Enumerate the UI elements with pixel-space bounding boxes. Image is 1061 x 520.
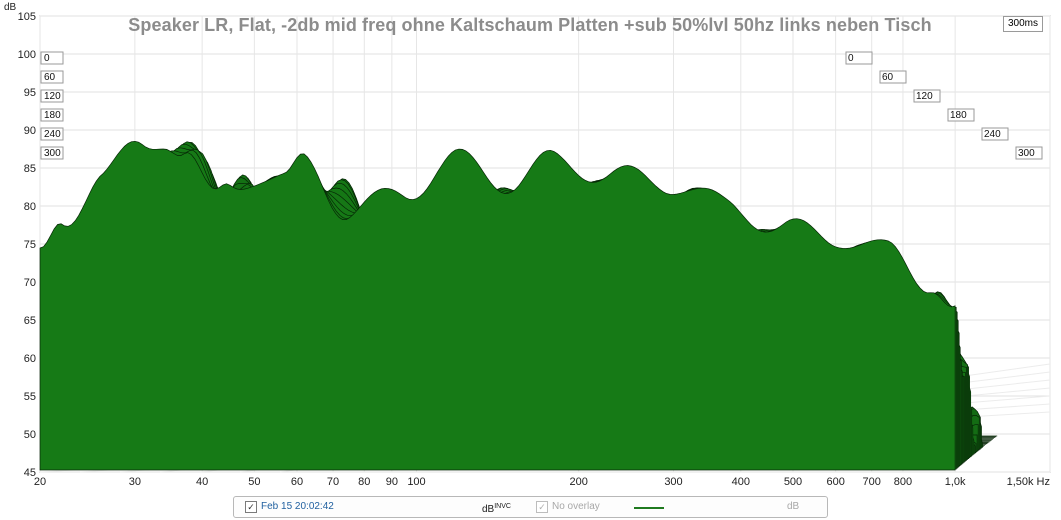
- y-axis-unit: dB: [4, 2, 17, 13]
- time-axis-labels: 0 0 60 60 120 120 180 180 240 240 300 300: [40, 51, 1043, 160]
- y-tick-label: 85: [24, 163, 36, 175]
- time-label-right: 60: [882, 72, 894, 83]
- trace-unit-super: INVC: [494, 503, 511, 510]
- x-tick-label: 800: [894, 476, 912, 488]
- time-label-right-box: [913, 89, 941, 103]
- time-label-right: 0: [848, 53, 854, 64]
- time-label-left-box: [40, 70, 64, 84]
- x-tick-label: 80: [358, 476, 370, 488]
- time-label-right: 240: [984, 129, 1001, 140]
- trace-unit: dBINVC: [482, 501, 511, 516]
- x-tick-label: 1,0k: [945, 476, 966, 488]
- time-label-left: 300: [44, 148, 61, 159]
- y-tick-label: 105: [18, 11, 36, 23]
- time-label-left: 60: [44, 72, 56, 83]
- y-tick-label: 55: [24, 391, 36, 403]
- trace-unit-main: dB: [482, 504, 495, 515]
- overlay-label: No overlay: [552, 501, 600, 512]
- x-tick-label: 50: [248, 476, 260, 488]
- trace-color-swatch: [634, 507, 664, 509]
- y-tick-label: 75: [24, 239, 36, 251]
- time-label-right-box: [947, 108, 975, 122]
- chart-title: Speaker LR, Flat, -2db mid freq ohne Kal…: [128, 15, 932, 35]
- waterfall-slice: [39, 140, 956, 471]
- x-tick-label: 40: [196, 476, 208, 488]
- time-label-left: 240: [44, 129, 61, 140]
- axis-labels: 45 50 55 60 65 70 75 80 85 90 95 100 105 20 30 40 50 60 70…: [4, 2, 1050, 488]
- time-label-right-box: [981, 127, 1009, 141]
- overlay-unit: dB: [787, 501, 800, 512]
- x-tick-label: 500: [784, 476, 802, 488]
- time-label-left-box: [40, 89, 64, 103]
- time-label-left-box: [40, 127, 64, 141]
- x-tick-label: 20: [34, 476, 46, 488]
- time-label-left: 180: [44, 110, 61, 121]
- x-tick-label: 300: [664, 476, 682, 488]
- y-tick-label: 70: [24, 277, 36, 289]
- x-tick-label: 400: [732, 476, 750, 488]
- x-tick-label: 100: [407, 476, 425, 488]
- time-label-left: 120: [44, 91, 61, 102]
- trace-checkbox[interactable]: ✓: [245, 501, 257, 513]
- x-tick-label: 60: [291, 476, 303, 488]
- time-label-right-box: [1015, 146, 1043, 160]
- waterfall-slices: [39, 140, 998, 471]
- x-tick-label: 30: [129, 476, 141, 488]
- time-label-left-box: [40, 51, 64, 65]
- time-label-right-box: [845, 51, 873, 65]
- time-label-right: 120: [916, 91, 933, 102]
- y-tick-label: 100: [18, 49, 36, 61]
- time-label-right: 300: [1018, 148, 1035, 159]
- time-label-left-box: [40, 146, 64, 160]
- time-range-label: 300ms: [1002, 16, 1043, 32]
- time-label-right-box: [879, 70, 907, 84]
- x-tick-label: 70: [327, 476, 339, 488]
- y-tick-label: 65: [24, 315, 36, 327]
- y-tick-label: 95: [24, 87, 36, 99]
- y-tick-label: 45: [24, 467, 36, 479]
- x-tick-label: 200: [569, 476, 587, 488]
- time-label-right: 180: [950, 110, 967, 121]
- x-tick-label: 90: [386, 476, 398, 488]
- x-tick-label: 700: [863, 476, 881, 488]
- legend-bar: ✓ Feb 15 20:02:42 dBINVC ✓ No overlay dB: [233, 496, 828, 518]
- x-tick-label: 1,50k Hz: [1007, 476, 1050, 488]
- y-tick-label: 80: [24, 201, 36, 213]
- y-tick-label: 90: [24, 125, 36, 137]
- time-label-left: 0: [44, 53, 50, 64]
- y-tick-label: 50: [24, 429, 36, 441]
- x-tick-label: 600: [826, 476, 844, 488]
- time-label-left-box: [40, 108, 64, 122]
- overlay-checkbox[interactable]: ✓: [536, 501, 548, 513]
- trace-label[interactable]: Feb 15 20:02:42: [261, 501, 334, 512]
- y-tick-label: 60: [24, 353, 36, 365]
